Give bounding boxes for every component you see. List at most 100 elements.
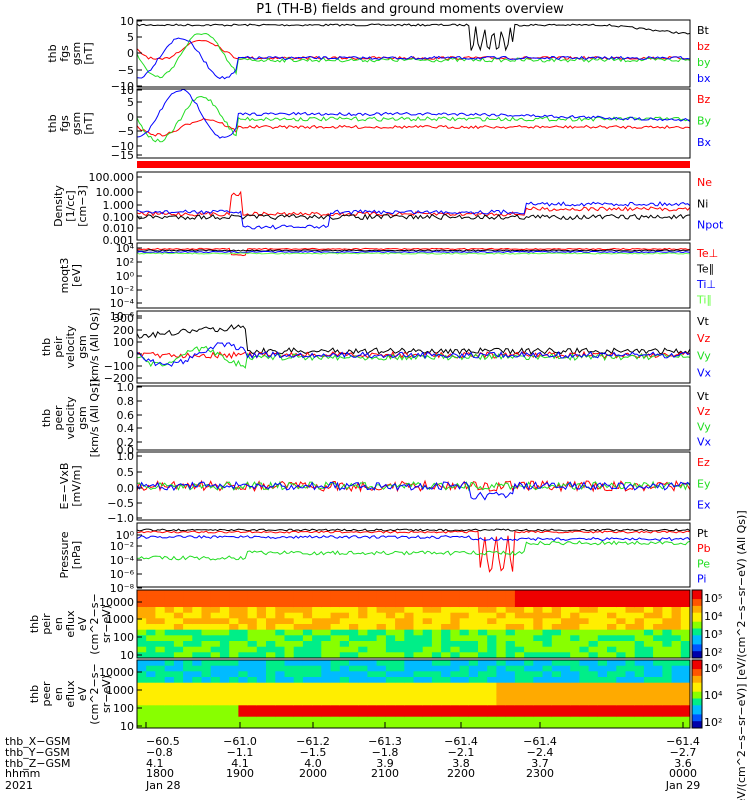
p10-cell <box>653 694 663 701</box>
p1-y-tick-label: 0 <box>127 47 134 60</box>
p9-cell <box>441 646 451 653</box>
p10-cell <box>413 660 424 667</box>
p10-cell <box>302 699 313 706</box>
p10-cell <box>183 699 193 706</box>
p1-series-by <box>137 32 690 79</box>
p10-cell <box>349 711 359 718</box>
p10-y-label: thb <box>28 685 41 703</box>
p10-cell <box>579 716 590 723</box>
p9-cell <box>376 646 387 653</box>
p9-cell <box>542 652 553 659</box>
p10-cell <box>459 716 470 723</box>
p6-y-tick-label: 0.8 <box>117 395 135 408</box>
p10-cell <box>164 705 175 712</box>
p10-cell <box>524 665 534 672</box>
p9-cell <box>155 601 166 608</box>
p10-cell <box>339 694 350 701</box>
p10-cell <box>358 699 368 706</box>
p10-cell <box>312 665 322 672</box>
p9-cell <box>367 646 378 653</box>
p9-cell <box>219 601 230 608</box>
p10-cell <box>321 682 331 689</box>
p10-cell <box>561 671 571 678</box>
p10-cell <box>385 660 396 667</box>
p10-cell <box>459 677 470 684</box>
p10-y-label: sr−eV) <box>100 675 113 713</box>
p9-cell <box>431 612 442 619</box>
p9-cell <box>643 590 654 597</box>
p10-cell <box>662 705 673 712</box>
p4-legend-te: Te⊥ <box>696 247 718 260</box>
p10-cell <box>229 677 239 684</box>
p10-cell <box>653 682 663 689</box>
p9-cell <box>680 607 691 614</box>
p10-y-tick-label: 1000 <box>106 684 134 697</box>
p9-cell <box>662 618 673 625</box>
p9-cell <box>413 635 424 642</box>
p9-cell <box>551 624 562 631</box>
p10-cell <box>570 716 580 723</box>
x-tick-value: −2.7 <box>670 746 697 759</box>
p10-cell <box>247 665 258 672</box>
p7-y-tick-label: 0.0 <box>117 482 135 495</box>
p9-cell <box>266 590 276 597</box>
p10-cell <box>468 677 479 684</box>
p9-cell <box>238 624 249 631</box>
p9-cell <box>487 612 497 619</box>
p9-cell <box>321 624 331 631</box>
p6-frame <box>136 385 691 451</box>
p9-cell <box>256 601 267 608</box>
p10-cell <box>671 694 682 701</box>
p9-cell <box>625 635 636 642</box>
p10-cell <box>570 711 580 718</box>
p9-cell <box>201 641 212 648</box>
p9-cell <box>330 646 341 653</box>
p9-cell <box>570 624 580 631</box>
p9-cell <box>487 629 497 636</box>
p10-cell <box>450 711 461 718</box>
p10-cell <box>496 682 507 689</box>
p9-cell <box>450 624 461 631</box>
p10-cell <box>266 665 276 672</box>
p9-cell <box>367 618 378 625</box>
p10-cell <box>662 722 673 729</box>
p9-cell <box>597 635 608 642</box>
p10-cell <box>625 671 636 678</box>
p9-cell <box>238 646 249 653</box>
p5-legend-vy: Vy <box>697 349 711 362</box>
p9-cell <box>330 590 341 597</box>
p9-cell <box>256 652 267 659</box>
p9-cell <box>275 629 285 636</box>
p9-cell <box>275 607 285 614</box>
p5-legend-vx: Vx <box>697 366 712 379</box>
p10-cell <box>183 694 193 701</box>
p10-cell <box>551 705 562 712</box>
p10-cell <box>588 711 599 718</box>
p9-cell <box>487 641 497 648</box>
p9-cell <box>173 607 184 614</box>
p10-cell <box>616 705 626 712</box>
p9-cell <box>653 652 663 659</box>
p9-cell <box>671 629 682 636</box>
p10-cell <box>533 699 543 706</box>
p6-y-tick-label: 0.4 <box>117 422 135 435</box>
p9-cell <box>266 652 276 659</box>
p9-cell <box>487 624 497 631</box>
p9-cell <box>551 595 562 602</box>
x-tick-value: 3.7 <box>531 757 549 770</box>
p9-cell <box>275 635 285 642</box>
p10-cell <box>137 660 147 667</box>
p9-cell <box>155 607 166 614</box>
p10-cell <box>468 688 479 695</box>
p10-cell <box>339 660 350 667</box>
p9-cell <box>192 601 202 608</box>
p10-cell <box>321 688 331 695</box>
p9-cell <box>238 641 249 648</box>
p10-cell <box>514 688 525 695</box>
p10-cell <box>542 665 553 672</box>
p3-legend-npot: Npot <box>697 219 724 232</box>
p10-cell <box>275 716 285 723</box>
p9-cell <box>431 652 442 659</box>
p9-cell <box>524 612 534 619</box>
